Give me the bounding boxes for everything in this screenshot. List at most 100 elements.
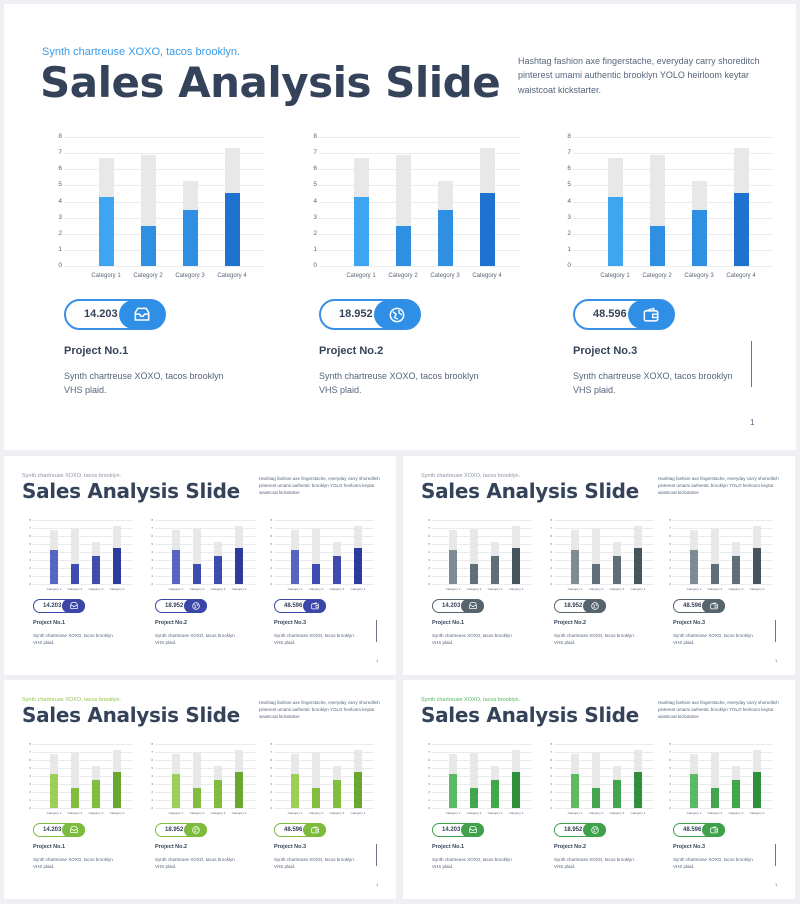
y-tick-label: 3 xyxy=(29,558,31,563)
gridline xyxy=(673,520,773,521)
y-tick-label: 5 xyxy=(550,542,552,547)
globe-icon[interactable] xyxy=(583,823,606,837)
divider xyxy=(376,620,377,642)
project-value-pill[interactable]: 14.203 xyxy=(33,823,85,837)
gridline xyxy=(673,544,773,545)
y-tick-label: 8 xyxy=(29,518,31,523)
gridline xyxy=(64,201,264,203)
x-tick-label: Category 3 xyxy=(487,587,503,591)
x-tick-label: Category 3 xyxy=(684,273,714,279)
wallet-icon[interactable] xyxy=(628,300,674,329)
slide-thumbnail-slate[interactable]: Synth chartreuse XOXO, tacos brooklyn. Sa… xyxy=(403,456,795,675)
y-tick-label: 6 xyxy=(313,165,317,173)
project-value-pill[interactable]: 18.952 xyxy=(155,599,207,613)
gridline xyxy=(432,752,532,753)
bar-value xyxy=(353,196,369,266)
x-tick-label: Category 3 xyxy=(88,587,104,591)
x-tick-label: Category 4 xyxy=(109,587,125,591)
project-value-pill[interactable]: 18.952 xyxy=(155,823,207,837)
gridline xyxy=(319,201,519,203)
x-tick-label: Category 4 xyxy=(508,587,524,591)
x-tick-label: Category 1 xyxy=(287,587,303,591)
y-tick-label: 0 xyxy=(151,806,153,811)
globe-icon[interactable] xyxy=(184,823,207,837)
inbox-tray-icon[interactable] xyxy=(119,300,165,329)
y-tick-label: 8 xyxy=(428,742,430,747)
slide-thumbnail-green[interactable]: Synth chartreuse XOXO, tacos brooklyn. Sa… xyxy=(403,680,795,899)
project-description: Synth chartreuse XOXO, tacos brooklyn VH… xyxy=(155,857,235,870)
gridline xyxy=(33,808,133,809)
project-value-pill[interactable]: 48.596 xyxy=(673,599,725,613)
project-value: 48.596 xyxy=(683,826,702,833)
globe-icon[interactable] xyxy=(184,599,207,613)
gridline xyxy=(554,744,654,745)
y-tick-label: 5 xyxy=(58,181,62,189)
y-tick-label: 2 xyxy=(29,566,31,571)
project-value-pill[interactable]: 18.952 xyxy=(554,599,606,613)
x-tick-label: Category 2 xyxy=(466,811,482,815)
project-value-pill[interactable]: 48.596 xyxy=(274,599,326,613)
x-tick-label: Category 2 xyxy=(133,273,163,279)
y-tick-label: 1 xyxy=(270,574,272,579)
bar-total xyxy=(711,528,719,584)
y-tick-label: 7 xyxy=(29,526,31,531)
bar-chart: 0 1 2 3 4 5 6 7 8 Category 1 Category 2 Category 3 C… xyxy=(29,518,133,598)
project-value-pill[interactable]: 14.203 xyxy=(33,599,85,613)
globe-icon[interactable] xyxy=(583,599,606,613)
wallet-icon[interactable] xyxy=(303,599,326,613)
y-tick-label: 3 xyxy=(567,213,571,221)
y-tick-label: 1 xyxy=(428,798,430,803)
project-value-pill[interactable]: 18.952 xyxy=(554,823,606,837)
inbox-tray-icon[interactable] xyxy=(461,823,484,837)
y-tick-label: 4 xyxy=(29,550,31,555)
y-tick-label: 0 xyxy=(669,582,671,587)
y-tick-label: 5 xyxy=(270,542,272,547)
globe-icon[interactable] xyxy=(374,300,420,329)
bar-value xyxy=(235,548,243,584)
page-number: 1 xyxy=(376,882,379,887)
slide-thumbnail-lime[interactable]: Synth chartreuse XOXO, tacos brooklyn. Sa… xyxy=(4,680,396,899)
project-value-pill[interactable]: 14.203 xyxy=(432,599,484,613)
project-name: Project No.2 xyxy=(155,844,188,850)
inbox-tray-icon[interactable] xyxy=(461,599,484,613)
project-value-pill[interactable]: 48.596 xyxy=(274,823,326,837)
y-tick-label: 7 xyxy=(669,526,671,531)
gridline xyxy=(573,249,773,251)
slide-subtitle: Synth chartreuse XOXO, tacos brooklyn. xyxy=(42,46,241,58)
gridline xyxy=(155,768,255,769)
gridline xyxy=(319,137,519,138)
x-tick-label: Category 3 xyxy=(487,811,503,815)
y-tick-label: 8 xyxy=(58,133,62,141)
wallet-icon[interactable] xyxy=(702,599,725,613)
slide-thumbnail-blue[interactable]: Synth chartreuse XOXO, tacos brooklyn. Sa… xyxy=(4,456,396,675)
x-tick-label: Category 3 xyxy=(175,273,205,279)
inbox-tray-icon[interactable] xyxy=(62,823,85,837)
x-tick-label: Category 2 xyxy=(466,587,482,591)
gridline xyxy=(274,520,374,521)
project-value-pill[interactable]: 48.596 xyxy=(573,299,675,330)
project-name: Project No.2 xyxy=(554,620,587,626)
bar-value xyxy=(634,772,642,808)
y-tick-label: 2 xyxy=(567,229,571,237)
project-value-pill[interactable]: 18.952 xyxy=(319,299,421,330)
y-tick-label: 6 xyxy=(270,758,272,763)
inbox-tray-icon[interactable] xyxy=(62,599,85,613)
y-tick-label: 8 xyxy=(669,518,671,523)
y-tick-label: 4 xyxy=(29,774,31,779)
wallet-icon[interactable] xyxy=(702,823,725,837)
wallet-icon[interactable] xyxy=(303,823,326,837)
project-value-pill[interactable]: 14.203 xyxy=(432,823,484,837)
gridline xyxy=(432,768,532,769)
bar-value xyxy=(193,788,201,808)
y-tick-label: 6 xyxy=(428,758,430,763)
project-value-pill[interactable]: 48.596 xyxy=(673,823,725,837)
project-value-pill[interactable]: 14.203 xyxy=(64,299,166,330)
x-tick-label: Category 3 xyxy=(728,811,744,815)
gridline xyxy=(554,584,654,585)
y-tick-label: 4 xyxy=(428,550,430,555)
x-tick-label: Category 4 xyxy=(109,811,125,815)
y-tick-label: 4 xyxy=(550,774,552,779)
bar-total xyxy=(312,752,320,808)
gridline xyxy=(573,266,773,267)
x-tick-label: Category 4 xyxy=(472,273,502,279)
